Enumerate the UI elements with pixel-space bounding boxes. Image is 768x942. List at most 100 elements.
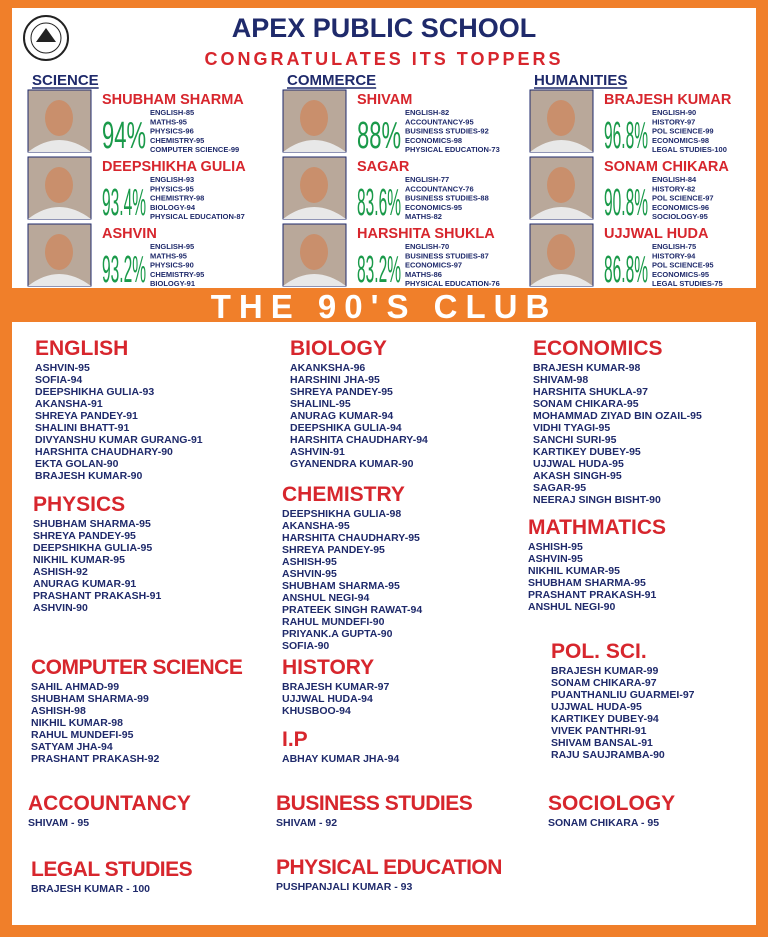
club-entry: GYANENDRA KUMAR-90 — [290, 458, 414, 470]
club-title: THE 90'S CLUB — [211, 288, 558, 325]
club-entry: ANSHUL NEGI-90 — [528, 601, 615, 613]
club-entry: SHREYA PANDEY-95 — [282, 544, 385, 556]
subject-mark: ENGLISH-70 — [405, 242, 449, 251]
topper-percent: 83.2% — [357, 249, 401, 291]
topper-name: SONAM CHIKARA — [604, 159, 729, 175]
club-entry: UJJWAL HUDA-95 — [533, 458, 624, 470]
subject-mark: ECONOMICS-97 — [405, 261, 462, 270]
subject-mark: BUSINESS STUDIES-88 — [405, 194, 489, 203]
subject-mark: PHYSICS-90 — [150, 261, 194, 270]
club-entry: ASHISH-98 — [31, 705, 86, 717]
photo-body — [283, 140, 346, 152]
club-entry: SONAM CHIKARA-95 — [533, 398, 639, 410]
club-entry: SHALINL-95 — [290, 398, 351, 410]
bottom-panel — [12, 322, 756, 925]
club-entry: NIKHIL KUMAR-98 — [31, 717, 123, 729]
photo-face — [300, 234, 328, 270]
club-entry: SHREYA PANDEY-95 — [33, 530, 136, 542]
photo-body — [530, 274, 593, 286]
topper-name: ASHVIN — [102, 226, 157, 242]
subject-mark: POL SCIENCE-95 — [652, 261, 714, 270]
club-entry: DEEPSHIKHA GULIA-95 — [33, 542, 152, 554]
club-entry: DEEPSHIKA GULIA-94 — [290, 422, 402, 434]
subject-mark: BIOLOGY-94 — [150, 203, 196, 212]
club-entry: ASHVIN-95 — [528, 553, 583, 565]
club-entry: AKASH SINGH-95 — [533, 470, 622, 482]
photo-body — [28, 207, 91, 219]
club-entry: UJJWAL HUDA-95 — [551, 701, 642, 713]
club-entry: ASHVIN-95 — [35, 362, 90, 374]
club-entry: NIKHIL KUMAR-95 — [528, 565, 620, 577]
subject-title: ENGLISH — [35, 337, 128, 360]
club-entry: ASHVIN-95 — [282, 568, 337, 580]
club-entry: ANURAG KUMAR-91 — [33, 578, 136, 590]
subject-mark: LEGAL STUDIES-100 — [652, 145, 727, 154]
club-entry: ASHISH-95 — [528, 541, 583, 553]
club-entry: SHUBHAM SHARMA-95 — [282, 580, 400, 592]
subject-mark: MATHS-95 — [150, 117, 187, 126]
club-entry: RAHUL MUNDEFI-90 — [282, 616, 385, 628]
subject-mark: HISTORY-94 — [652, 251, 696, 260]
club-entry: SHUBHAM SHARMA-95 — [33, 518, 151, 530]
club-entry: SHIVAM - 95 — [28, 817, 89, 829]
photo-body — [530, 140, 593, 152]
topper-percent: 96.8% — [604, 115, 648, 157]
club-entry: SHREYA PANDEY-91 — [35, 410, 138, 422]
club-entry: AKANSHA-91 — [35, 398, 103, 410]
topper-name: DEEPSHIKHA GULIA — [102, 159, 246, 175]
subject-mark: ENGLISH-77 — [405, 175, 449, 184]
photo-face — [45, 100, 73, 136]
club-entry: RAJU SAUJRAMBA-90 — [551, 749, 665, 761]
club-entry: AKANSHA-95 — [282, 520, 350, 532]
topper-percent: 93.4% — [102, 182, 146, 224]
photo-face — [547, 100, 575, 136]
topper-percent: 83.6% — [357, 182, 401, 224]
topper-percent: 94% — [102, 115, 146, 157]
subject-mark: ECONOMICS-98 — [652, 136, 709, 145]
club-entry: HARSHITA CHAUDHARY-90 — [35, 446, 173, 458]
club-entry: PUSHPANJALI KUMAR - 93 — [276, 881, 412, 893]
photo-body — [28, 140, 91, 152]
topper-name: UJJWAL HUDA — [604, 226, 709, 242]
subject-mark: ECONOMICS-96 — [652, 203, 709, 212]
logo — [23, 15, 69, 61]
subject-title: PHYSICS — [33, 493, 125, 516]
subject-title: ACCOUNTANCY — [28, 792, 191, 815]
club-entry: SHUBHAM SHARMA-99 — [31, 693, 149, 705]
club-entry: VIVEK PANTHRI-91 — [551, 725, 647, 737]
subject-mark: CHEMISTRY-95 — [150, 136, 204, 145]
club-entry: HARSHITA CHAUDHARY-94 — [290, 434, 428, 446]
subject-mark: LEGAL STUDIES-75 — [652, 279, 723, 288]
subject-title: PHYSICAL EDUCATION — [276, 856, 502, 879]
topper-percent: 86.8% — [604, 249, 648, 291]
topper-percent: 88% — [357, 115, 401, 157]
stream-heading: HUMANITIES — [534, 72, 627, 89]
subject-mark: POL SCIENCE-99 — [652, 127, 714, 136]
club-entry: UJJWAL HUDA-94 — [282, 693, 373, 705]
subject-title: LEGAL STUDIES — [31, 858, 193, 881]
subject-mark: ENGLISH-95 — [150, 242, 194, 251]
subject-mark: HISTORY-82 — [652, 184, 695, 193]
club-entry: HARSHITA CHAUDHARY-95 — [282, 532, 420, 544]
subject-mark: ECONOMICS-98 — [405, 136, 462, 145]
club-entry: ASHVIN-91 — [290, 446, 345, 458]
photo-face — [547, 234, 575, 270]
club-entry: SANCHI SURI-95 — [533, 434, 617, 446]
subject-mark: ECONOMICS-95 — [405, 203, 462, 212]
subject-mark: ENGLISH-75 — [652, 242, 696, 251]
photo-body — [530, 207, 593, 219]
stream-heading: SCIENCE — [32, 72, 99, 89]
subject-title: CHEMISTRY — [282, 483, 405, 506]
club-entry: SONAM CHIKARA - 95 — [548, 817, 659, 829]
subject-mark: SOCIOLOGY-95 — [652, 212, 708, 221]
club-entry: PRASHANT PRAKASH-91 — [33, 590, 162, 602]
club-entry: SONAM CHIKARA-97 — [551, 677, 657, 689]
subject-mark: PHYSICAL EDUCATION-87 — [150, 212, 245, 221]
subject-title: POL. SCI. — [551, 640, 647, 663]
subject-title: MATHMATICS — [528, 516, 666, 539]
subject-mark: BIOLOGY-91 — [150, 279, 195, 288]
club-entry: PRASHANT PRAKASH-92 — [31, 753, 160, 765]
club-entry: SHIVAM - 92 — [276, 817, 337, 829]
subject-title: ECONOMICS — [533, 337, 663, 360]
